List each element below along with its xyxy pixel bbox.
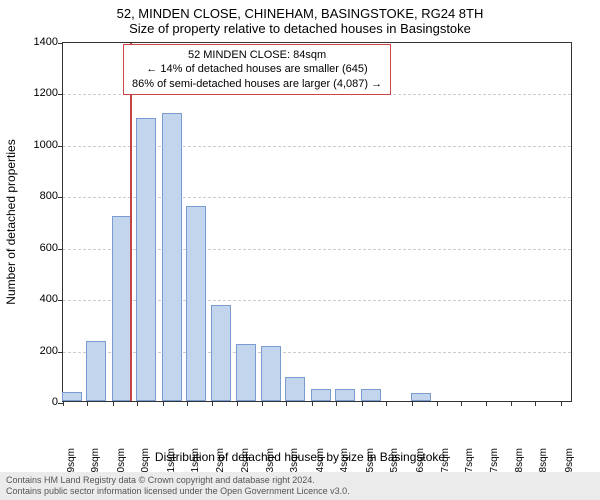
footer-line2: Contains public sector information licen… [6, 486, 594, 497]
xtick-mark [262, 401, 263, 406]
histogram-bar [86, 341, 106, 401]
xtick-mark [137, 401, 138, 406]
ytick-mark [58, 146, 63, 147]
ytick-mark [58, 197, 63, 198]
chart-container: 52, MINDEN CLOSE, CHINEHAM, BASINGSTOKE,… [0, 0, 600, 500]
title-block: 52, MINDEN CLOSE, CHINEHAM, BASINGSTOKE,… [0, 0, 600, 36]
ytick-mark [58, 94, 63, 95]
plot-area [62, 42, 572, 402]
histogram-bar [261, 346, 281, 401]
title-subtitle: Size of property relative to detached ho… [0, 21, 600, 36]
ytick-mark [58, 352, 63, 353]
ytick-label: 1000 [18, 139, 58, 151]
x-axis-label: Distribution of detached houses by size … [0, 450, 600, 464]
histogram-bar [236, 344, 256, 401]
xtick-mark [286, 401, 287, 406]
footer-line1: Contains HM Land Registry data © Crown c… [6, 475, 594, 486]
histogram-bar [136, 118, 156, 401]
ytick-label: 600 [18, 242, 58, 254]
xtick-mark [212, 401, 213, 406]
ytick-label: 200 [18, 345, 58, 357]
xtick-mark [163, 401, 164, 406]
histogram-bar [62, 392, 82, 401]
ytick-mark [58, 249, 63, 250]
xtick-mark [237, 401, 238, 406]
histogram-bar [211, 305, 231, 401]
histogram-bar [285, 377, 305, 401]
ytick-label: 400 [18, 293, 58, 305]
xtick-mark [187, 401, 188, 406]
ytick-mark [58, 300, 63, 301]
xtick-mark [312, 401, 313, 406]
xtick-mark [87, 401, 88, 406]
annotation-line2: ← 14% of detached houses are smaller (64… [132, 62, 382, 76]
xtick-mark [486, 401, 487, 406]
xtick-mark [362, 401, 363, 406]
property-marker-line [130, 43, 132, 401]
footer: Contains HM Land Registry data © Crown c… [0, 472, 600, 500]
xtick-mark [561, 401, 562, 406]
annotation-line1: 52 MINDEN CLOSE: 84sqm [132, 48, 382, 62]
xtick-mark [386, 401, 387, 406]
xtick-mark [511, 401, 512, 406]
ytick-label: 1200 [18, 87, 58, 99]
xtick-mark [535, 401, 536, 406]
histogram-bar [411, 393, 431, 401]
histogram-bar [112, 216, 132, 401]
xtick-mark [113, 401, 114, 406]
annotation-line3: 86% of semi-detached houses are larger (… [132, 77, 382, 91]
xtick-mark [336, 401, 337, 406]
histogram-bar [335, 389, 355, 401]
ytick-mark [58, 43, 63, 44]
ytick-label: 800 [18, 190, 58, 202]
xtick-mark [63, 401, 64, 406]
title-address: 52, MINDEN CLOSE, CHINEHAM, BASINGSTOKE,… [0, 6, 600, 21]
y-axis-label: Number of detached properties [4, 139, 18, 304]
histogram-bar [361, 389, 381, 401]
xtick-mark [461, 401, 462, 406]
annotation-box: 52 MINDEN CLOSE: 84sqm ← 14% of detached… [123, 44, 391, 95]
ytick-label: 1400 [18, 36, 58, 48]
histogram-bar [186, 206, 206, 401]
histogram-bar [311, 389, 331, 401]
ytick-label: 0 [18, 396, 58, 408]
histogram-bar [162, 113, 182, 401]
xtick-mark [437, 401, 438, 406]
xtick-mark [412, 401, 413, 406]
